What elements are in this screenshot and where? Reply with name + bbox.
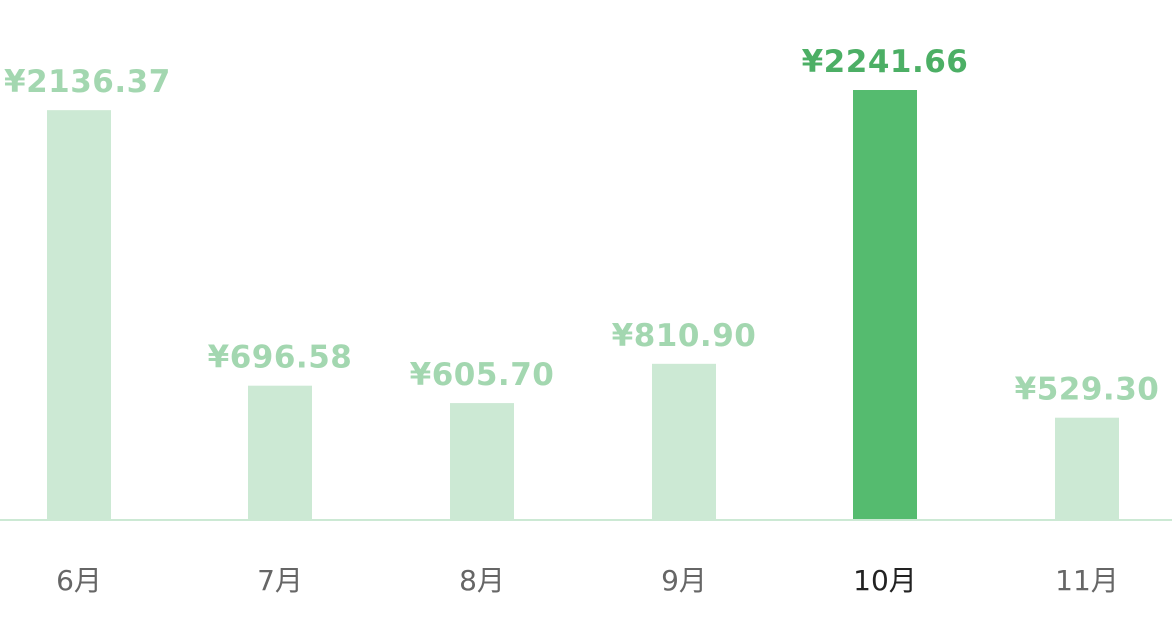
x-tick-label: 7月 (257, 564, 303, 597)
x-tick-label: 11月 (1055, 564, 1119, 597)
bar-value-label: ¥529.30 (1015, 372, 1160, 408)
x-tick-label: 6月 (56, 564, 102, 597)
bar-value-label: ¥2241.66 (802, 44, 969, 80)
bar-value-label: ¥605.70 (410, 357, 555, 393)
x-tick-labels-layer: 6月 7月 8月 9月 10月 11月 (56, 564, 1119, 597)
bar-2[interactable] (248, 385, 312, 519)
bar-6[interactable] (1055, 417, 1119, 519)
bar-4[interactable] (652, 363, 716, 519)
bar-value-label: ¥2136.37 (4, 64, 171, 100)
value-labels-layer: ¥2136.37 ¥696.58 ¥605.70 ¥810.90 ¥2241.66 ¥52… (4, 44, 1159, 408)
bar-value-label: ¥810.90 (612, 318, 757, 354)
x-tick-label: 9月 (661, 564, 707, 597)
x-tick-label: 10月 (853, 564, 917, 597)
bar-value-label: ¥696.58 (208, 340, 353, 376)
bar-3[interactable] (450, 403, 514, 519)
x-tick-label: 8月 (459, 564, 505, 597)
bar-1[interactable] (47, 110, 111, 519)
bars-layer (47, 90, 1119, 519)
bar-5[interactable] (853, 90, 917, 519)
